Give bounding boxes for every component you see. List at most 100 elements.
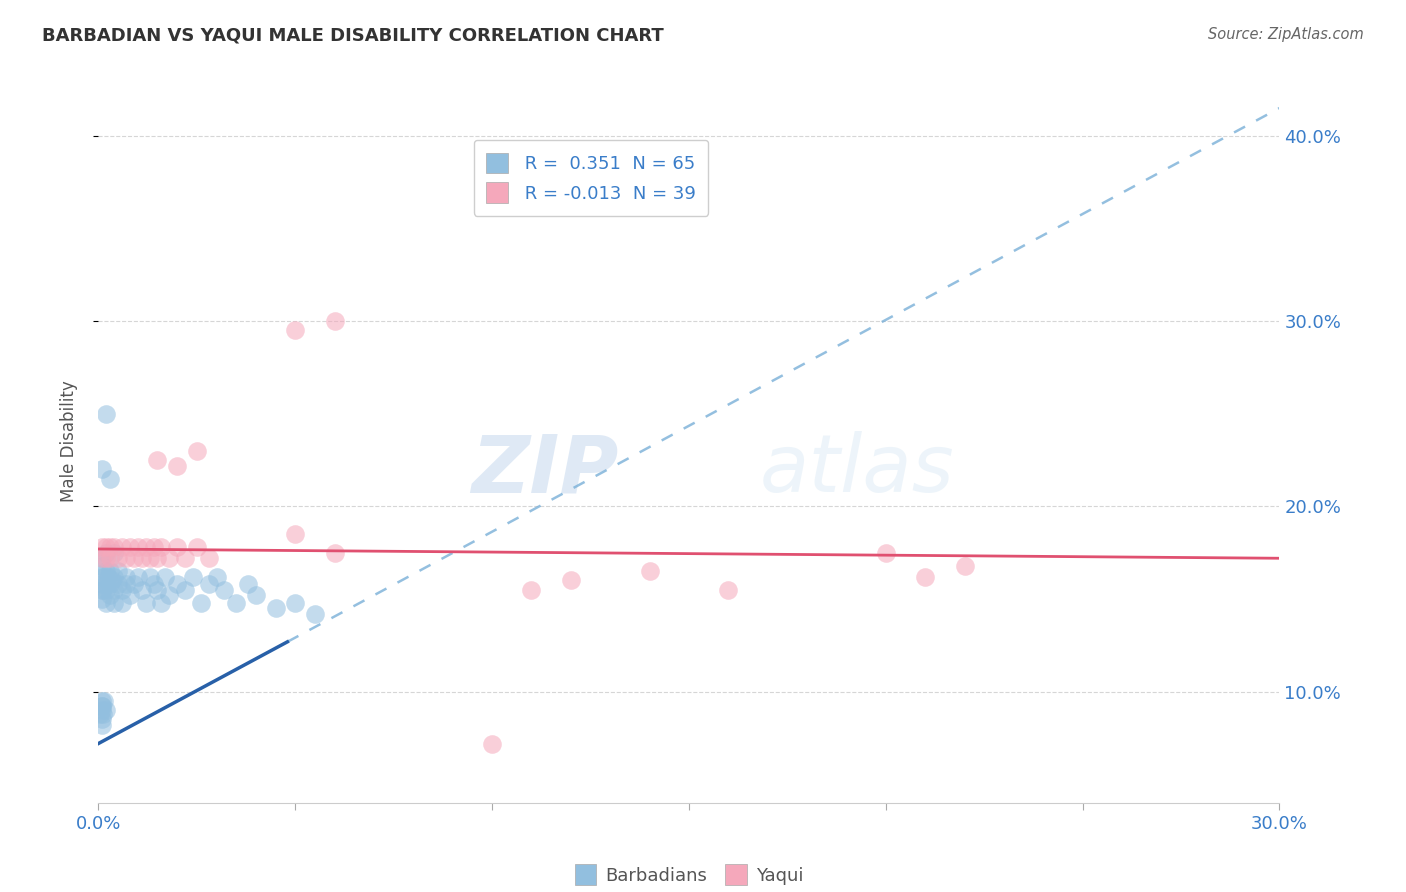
Point — [284, 596, 307, 610]
Text: atlas: atlas — [759, 432, 955, 509]
Point — [190, 596, 212, 610]
Point — [118, 588, 141, 602]
Point — [323, 546, 346, 560]
Point — [205, 570, 228, 584]
Legend: Barbadians, Yaqui: Barbadians, Yaqui — [565, 855, 813, 892]
Point — [91, 706, 114, 721]
Point — [225, 596, 247, 610]
Point — [146, 453, 169, 467]
Point — [103, 582, 125, 597]
Point — [135, 540, 157, 554]
Point — [115, 577, 138, 591]
Point — [96, 582, 118, 597]
Point — [91, 703, 114, 717]
Point — [236, 577, 259, 591]
Point — [98, 588, 121, 602]
Point — [181, 570, 204, 584]
Point — [98, 540, 121, 554]
Point — [122, 577, 145, 591]
Point — [91, 699, 114, 714]
Point — [118, 540, 141, 554]
Point — [103, 570, 125, 584]
Point — [111, 540, 134, 554]
Point — [520, 582, 543, 597]
Point — [146, 582, 169, 597]
Point — [91, 570, 114, 584]
Point — [96, 703, 118, 717]
Point — [96, 407, 118, 421]
Point — [98, 472, 121, 486]
Point — [115, 570, 138, 584]
Point — [91, 592, 114, 607]
Point — [93, 570, 115, 584]
Point — [89, 706, 111, 721]
Point — [284, 323, 307, 337]
Point — [146, 551, 169, 566]
Point — [93, 694, 115, 708]
Text: Source: ZipAtlas.com: Source: ZipAtlas.com — [1208, 27, 1364, 42]
Point — [97, 570, 120, 584]
Point — [157, 588, 180, 602]
Point — [103, 546, 125, 560]
Point — [101, 574, 124, 588]
Point — [122, 551, 145, 566]
Point — [98, 564, 121, 578]
Point — [197, 577, 219, 591]
Point — [150, 540, 173, 554]
Point — [197, 551, 219, 566]
Point — [142, 540, 165, 554]
Point — [638, 564, 661, 578]
Point — [107, 551, 129, 566]
Point — [157, 551, 180, 566]
Point — [94, 577, 117, 591]
Point — [91, 694, 114, 708]
Point — [91, 582, 114, 597]
Point — [103, 540, 125, 554]
Point — [284, 527, 307, 541]
Point — [717, 582, 740, 597]
Point — [91, 540, 114, 554]
Point — [174, 551, 197, 566]
Point — [90, 582, 112, 597]
Point — [107, 564, 129, 578]
Point — [138, 551, 160, 566]
Point — [875, 546, 897, 560]
Point — [111, 582, 134, 597]
Point — [96, 564, 118, 578]
Point — [131, 582, 153, 597]
Point — [245, 588, 267, 602]
Point — [186, 443, 208, 458]
Point — [91, 462, 114, 476]
Point — [90, 699, 112, 714]
Point — [135, 596, 157, 610]
Point — [304, 607, 326, 621]
Point — [96, 596, 118, 610]
Point — [323, 314, 346, 328]
Text: ZIP: ZIP — [471, 432, 619, 509]
Point — [91, 551, 114, 566]
Point — [953, 558, 976, 573]
Point — [166, 540, 188, 554]
Point — [111, 596, 134, 610]
Point — [214, 582, 236, 597]
Point — [186, 540, 208, 554]
Point — [155, 570, 177, 584]
Point — [127, 570, 149, 584]
Point — [174, 582, 197, 597]
Point — [103, 596, 125, 610]
Point — [142, 577, 165, 591]
Point — [264, 601, 287, 615]
Point — [150, 596, 173, 610]
Point — [115, 551, 138, 566]
Point — [91, 551, 114, 566]
Point — [560, 574, 582, 588]
Point — [91, 577, 114, 591]
Point — [914, 570, 936, 584]
Point — [90, 718, 112, 732]
Y-axis label: Male Disability: Male Disability — [59, 381, 77, 502]
Point — [138, 570, 160, 584]
Point — [91, 558, 114, 573]
Point — [166, 577, 188, 591]
Point — [96, 540, 118, 554]
Point — [127, 540, 149, 554]
